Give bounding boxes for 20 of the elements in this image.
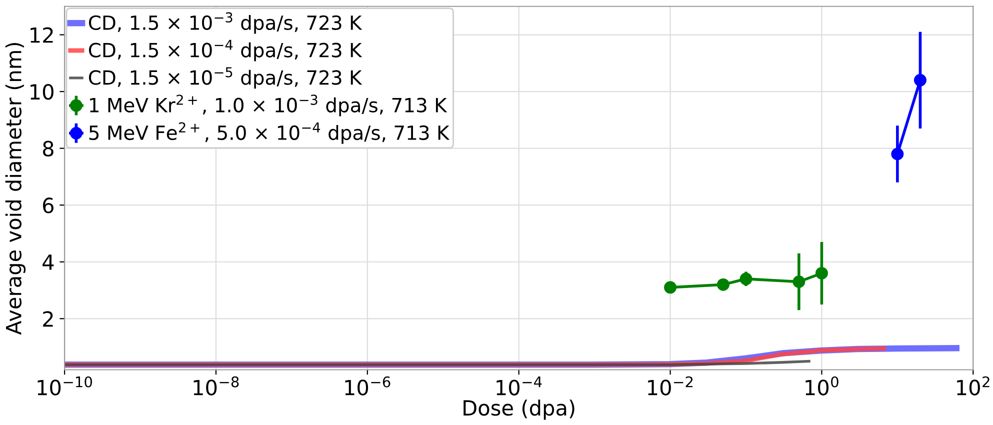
y-tick-label: 12 bbox=[30, 27, 53, 43]
y-tick-label: 8 bbox=[42, 140, 54, 157]
y-tick-label: 6 bbox=[43, 198, 54, 214]
x-tick-label: 10$^{−6}$ bbox=[345, 376, 390, 396]
legend-label: 5 MeV Fe$^{2+}$, 5.0 × 10$^{−4}$ dpa/s, 713 K bbox=[89, 122, 450, 144]
legend-label: CD, 1.5 × 10$^{−4}$ dpa/s, 723 K bbox=[88, 40, 362, 62]
x-tick-label: 10$^{−4}$ bbox=[496, 376, 542, 396]
x-tick-label: 10$^{−10}$ bbox=[38, 376, 92, 396]
legend-label: 1 MeV Kr$^{2+}$, 1.0 × 10$^{−3}$ dpa/s, 713 K bbox=[90, 94, 448, 116]
x-axis-title: Dose (dpa) bbox=[464, 400, 574, 420]
x-tick-label: 10$^{−2}$ bbox=[648, 376, 693, 396]
y-tick-label: 10 bbox=[30, 84, 54, 100]
x-tick-label: 10$^{0}$ bbox=[806, 376, 838, 396]
x-tick-label: 10$^{−8}$ bbox=[194, 376, 239, 396]
y-axis-title: Average void diameter (nm) bbox=[5, 43, 26, 335]
x-tick-label: 10$^{2}$ bbox=[957, 376, 990, 396]
legend-label: CD, 1.5 × 10$^{−5}$ dpa/s, 723 K bbox=[88, 67, 362, 89]
y-tick-label: 4 bbox=[42, 254, 54, 270]
y-tick-label: 2 bbox=[43, 311, 53, 327]
legend-label: CD, 1.5 × 10$^{−3}$ dpa/s, 723 K bbox=[88, 12, 362, 34]
